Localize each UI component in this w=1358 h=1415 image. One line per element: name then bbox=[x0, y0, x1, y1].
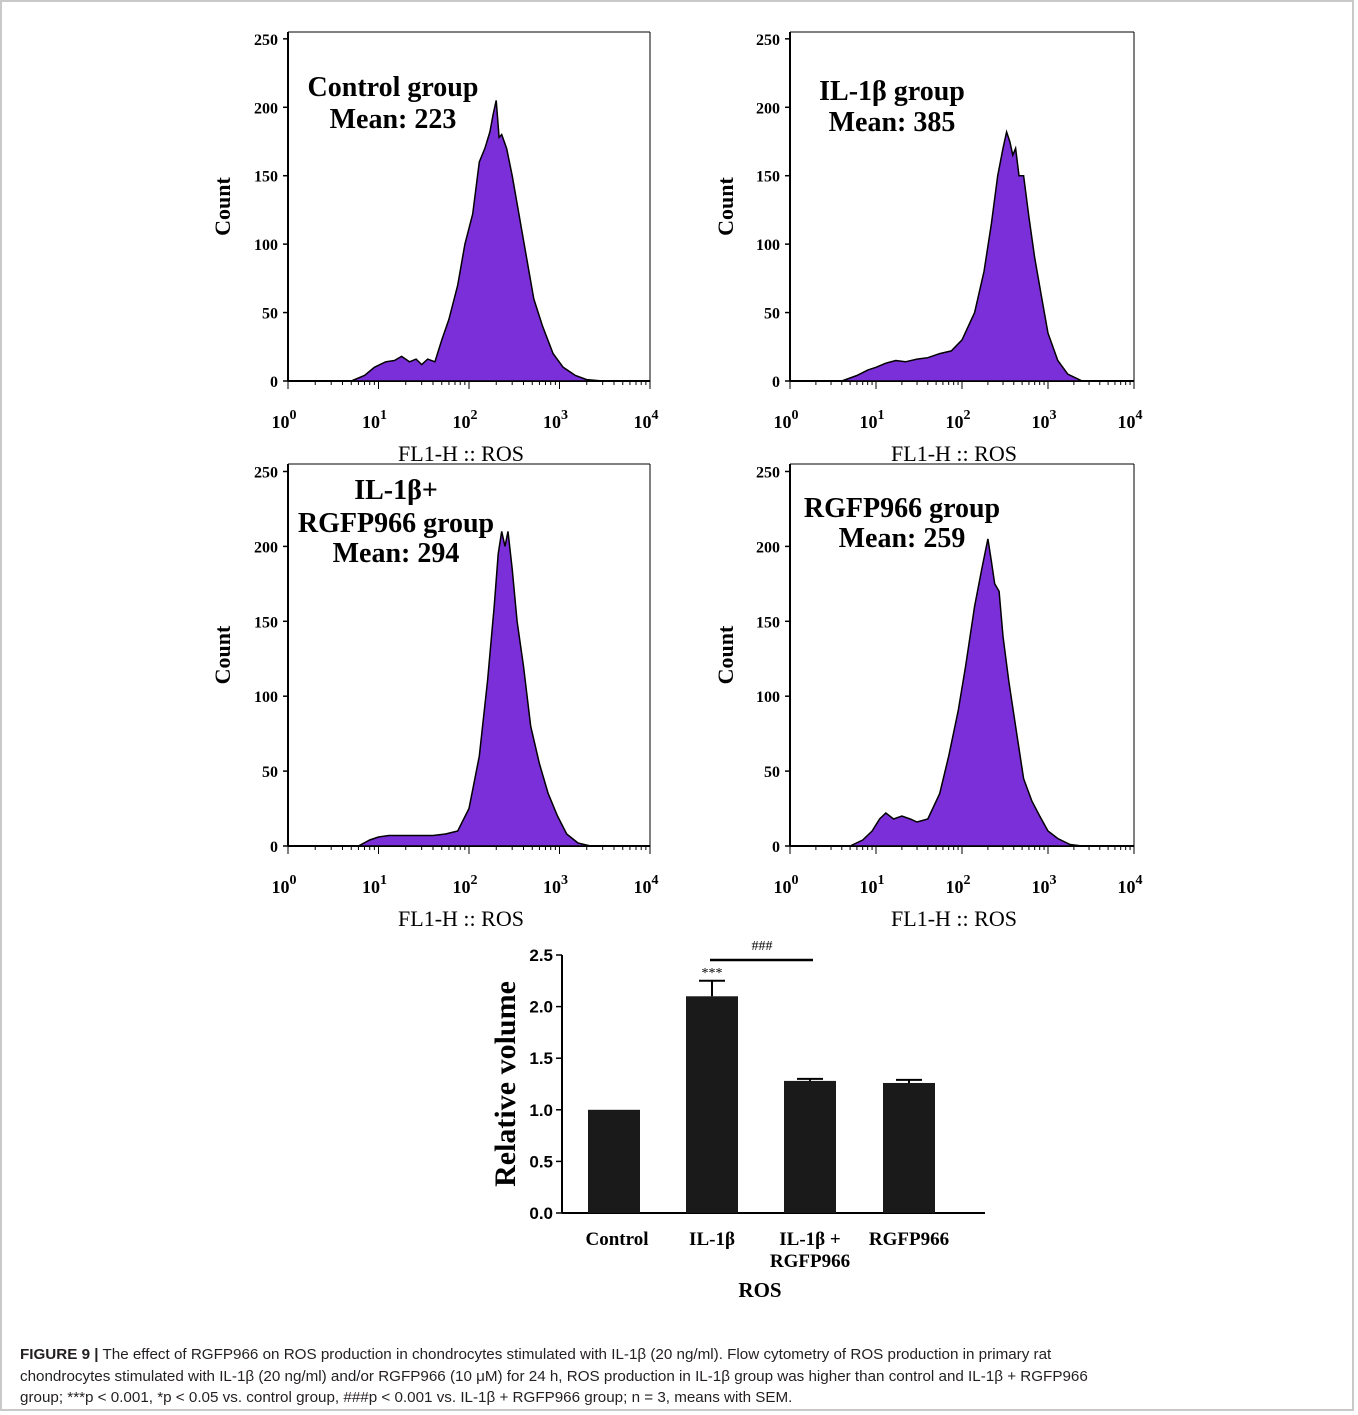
histogram-area bbox=[849, 538, 1083, 847]
y-axis-label: Count bbox=[210, 176, 235, 235]
bar-category-label: RGFP966 bbox=[770, 1251, 850, 1272]
histogram-mean: Mean: 294 bbox=[333, 538, 460, 569]
y-tick-label: 150 bbox=[254, 169, 278, 186]
x-tick-label: 100 bbox=[774, 873, 799, 897]
x-tick-label: 104 bbox=[634, 873, 659, 897]
y-tick-label: 0 bbox=[772, 374, 780, 391]
x-tick-label: 103 bbox=[1032, 408, 1057, 432]
bar-category-label: RGFP966 bbox=[869, 1229, 949, 1250]
x-tick-label: 104 bbox=[634, 408, 659, 432]
x-tick-label: 104 bbox=[1118, 873, 1143, 897]
caption-line-2: chondrocytes stimulated with IL-1β (20 n… bbox=[20, 1367, 1088, 1385]
y-tick-label: 150 bbox=[756, 614, 780, 631]
bar bbox=[686, 996, 738, 1213]
x-tick-label: 102 bbox=[453, 873, 478, 897]
y-tick-label: 50 bbox=[764, 306, 780, 323]
y-tick-label: 150 bbox=[756, 169, 780, 186]
x-axis-label: FL1-H :: ROS bbox=[891, 441, 1017, 466]
x-tick-label: 101 bbox=[860, 873, 885, 897]
y-tick-label: 100 bbox=[756, 237, 780, 254]
x-tick-label: 102 bbox=[946, 408, 971, 432]
histogram-subtitle: Mean: 385 bbox=[829, 107, 956, 138]
histogram-title: Control group bbox=[308, 72, 479, 103]
histogram-area bbox=[358, 531, 591, 847]
bar-y-axis-label: Relative volume bbox=[489, 981, 522, 1187]
x-tick-label: 100 bbox=[272, 873, 297, 897]
histogram-title: IL-1β group bbox=[819, 76, 965, 107]
y-tick-label: 200 bbox=[254, 539, 278, 556]
y-tick-label: 250 bbox=[756, 464, 780, 481]
figure-caption: FIGURE 9 | The effect of RGFP966 on ROS … bbox=[20, 1344, 1338, 1409]
histogram-subtitle: RGFP966 group bbox=[298, 508, 494, 539]
bar bbox=[883, 1082, 935, 1213]
histogram-area bbox=[351, 100, 603, 382]
significance-hash: ### bbox=[752, 939, 773, 954]
y-tick-label: 100 bbox=[254, 689, 278, 706]
x-tick-label: 101 bbox=[362, 408, 387, 432]
x-tick-label: 103 bbox=[543, 408, 568, 432]
bar-category-label: IL-1β bbox=[689, 1229, 735, 1250]
x-tick-label: 103 bbox=[543, 873, 568, 897]
x-tick-label: 103 bbox=[1032, 873, 1057, 897]
y-tick-label: 50 bbox=[764, 764, 780, 781]
y-tick-label: 200 bbox=[756, 100, 780, 117]
caption-text-1: The effect of RGFP966 on ROS production … bbox=[102, 1346, 1052, 1363]
x-axis-label: FL1-H :: ROS bbox=[398, 906, 524, 931]
histogram-title: RGFP966 group bbox=[804, 493, 1000, 524]
y-axis-label: Count bbox=[713, 625, 738, 684]
x-tick-label: 104 bbox=[1118, 408, 1143, 432]
y-tick-label: 100 bbox=[254, 237, 278, 254]
x-tick-label: 102 bbox=[453, 408, 478, 432]
bar-category-label: Control bbox=[586, 1229, 649, 1250]
bar-x-axis-label: ROS bbox=[738, 1278, 781, 1302]
x-axis-label: FL1-H :: ROS bbox=[398, 441, 524, 466]
y-axis-label: Count bbox=[210, 625, 235, 684]
bar-y-tick-label: 0.5 bbox=[529, 1152, 553, 1171]
y-tick-label: 200 bbox=[254, 100, 278, 117]
histogram-area bbox=[841, 129, 1083, 382]
bar bbox=[588, 1109, 640, 1213]
x-axis-label: FL1-H :: ROS bbox=[891, 906, 1017, 931]
y-tick-label: 200 bbox=[756, 539, 780, 556]
caption-line-3: group; ***p < 0.001, *p < 0.05 vs. contr… bbox=[20, 1389, 793, 1406]
y-tick-label: 0 bbox=[772, 839, 780, 856]
bar-y-tick-label: 1.0 bbox=[529, 1101, 553, 1120]
x-tick-label: 100 bbox=[272, 408, 297, 432]
y-tick-label: 0 bbox=[270, 374, 278, 391]
caption-label: FIGURE 9 | bbox=[20, 1346, 99, 1363]
x-tick-label: 100 bbox=[774, 408, 799, 432]
x-tick-label: 102 bbox=[946, 873, 971, 897]
y-tick-label: 250 bbox=[254, 32, 278, 49]
histogram-subtitle: Mean: 259 bbox=[839, 523, 966, 554]
histogram-subtitle: Mean: 223 bbox=[330, 104, 457, 135]
y-tick-label: 100 bbox=[756, 689, 780, 706]
y-tick-label: 50 bbox=[262, 764, 278, 781]
y-tick-label: 50 bbox=[262, 306, 278, 323]
bar bbox=[784, 1080, 836, 1213]
significance-stars: *** bbox=[702, 966, 723, 981]
bar-y-tick-label: 2.5 bbox=[529, 946, 553, 965]
x-tick-label: 101 bbox=[362, 873, 387, 897]
y-axis-label: Count bbox=[713, 176, 738, 235]
y-tick-label: 250 bbox=[254, 464, 278, 481]
y-tick-label: 150 bbox=[254, 614, 278, 631]
bar-y-tick-label: 2.0 bbox=[529, 998, 553, 1017]
histogram-title: IL-1β+ bbox=[354, 475, 438, 506]
x-tick-label: 101 bbox=[860, 408, 885, 432]
caption-line-1: FIGURE 9 | The effect of RGFP966 on ROS … bbox=[20, 1344, 1338, 1366]
bar-category-label: IL-1β + bbox=[779, 1229, 840, 1250]
y-tick-label: 0 bbox=[270, 839, 278, 856]
bar-y-tick-label: 1.5 bbox=[529, 1049, 553, 1068]
y-tick-label: 250 bbox=[756, 32, 780, 49]
bar-y-tick-label: 0.0 bbox=[529, 1204, 553, 1223]
